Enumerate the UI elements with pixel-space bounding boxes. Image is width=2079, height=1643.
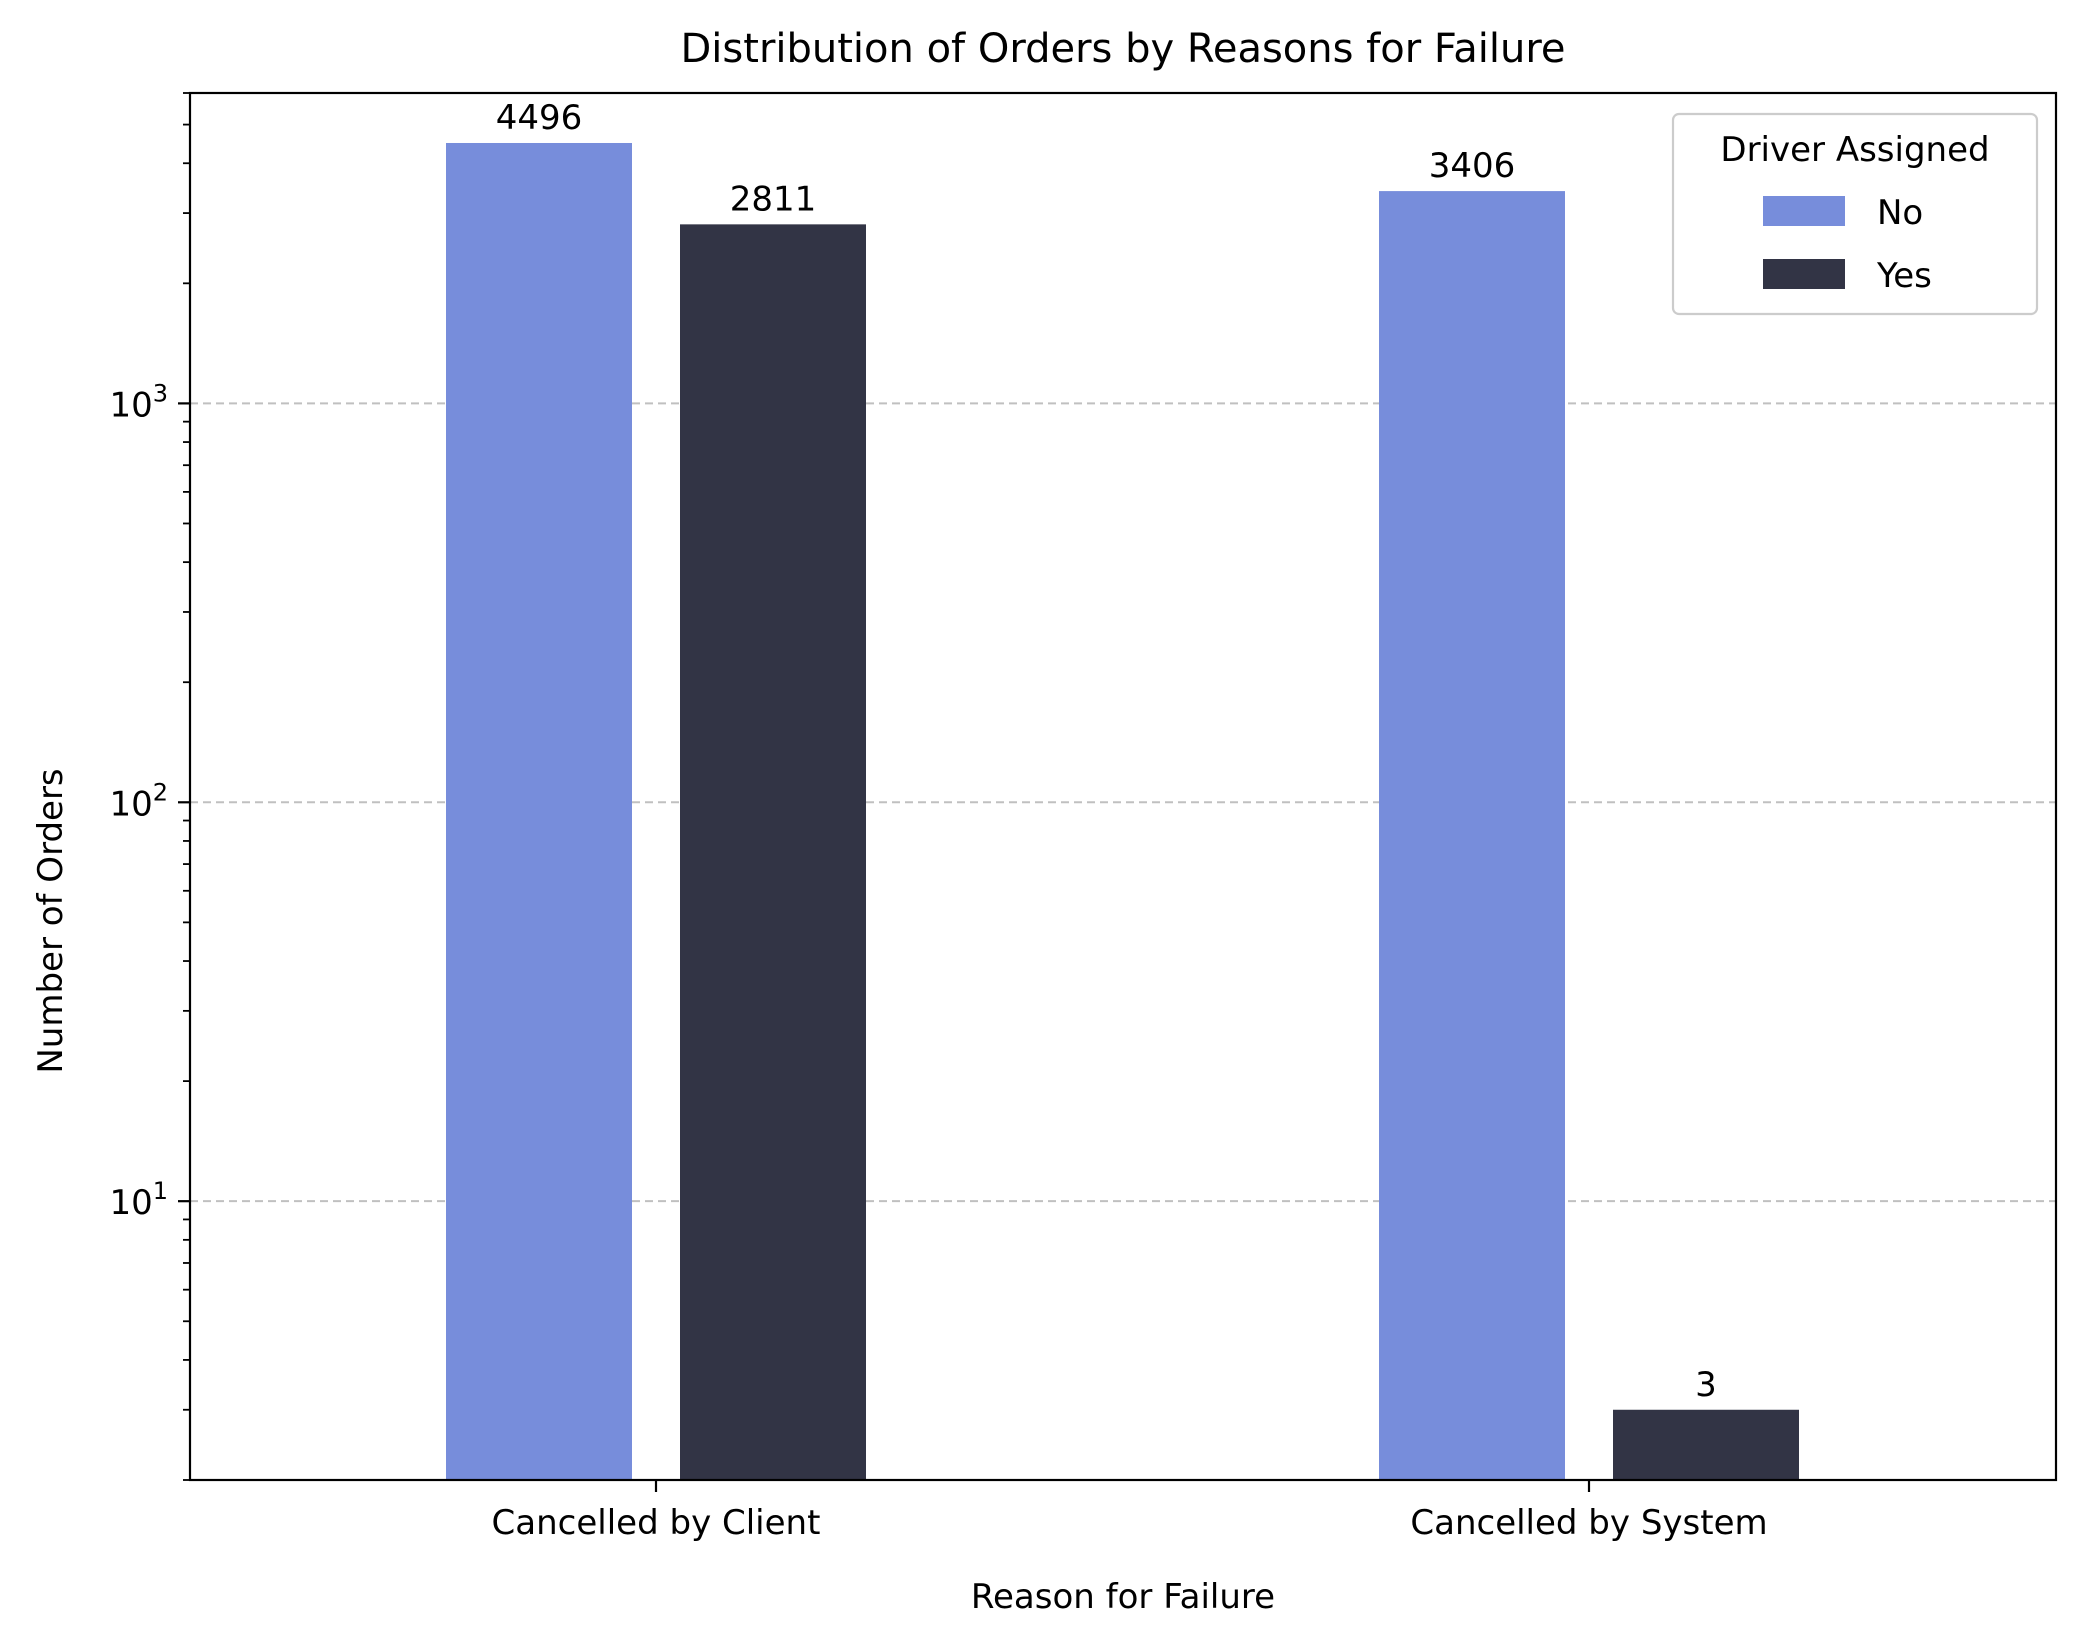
legend-label-yes: Yes [1876,256,1932,296]
legend-label-no: No [1877,193,1923,233]
y-tick-label: 101 [109,1177,168,1223]
bar-data-label: 3 [1695,1365,1717,1405]
chart-title: Distribution of Orders by Reasons for Fa… [681,26,1566,72]
bar-data-label: 2811 [730,179,817,219]
y-axis-label: Number of Orders [31,768,71,1073]
legend-swatch-yes [1763,259,1845,289]
plot-frame [188,91,2058,1482]
bar-yes-2 [1613,1409,1799,1480]
y-tick-label: 103 [109,379,168,425]
bar-data-label: 4496 [496,98,583,138]
x-tick-label: Cancelled by System [1410,1503,1767,1543]
bar-no-2 [1379,191,1565,1481]
bar-data-label: 3406 [1429,146,1516,186]
x-tick-label: Cancelled by Client [492,1503,821,1543]
bars-layer [446,142,1799,1481]
axes-layer: 101 102 103 Cancelled by Client Cancelled by… [109,91,2058,1543]
x-axis-label: Reason for Failure [971,1577,1275,1617]
bar-no-1 [446,142,632,1481]
y-tick-label: 102 [109,778,168,824]
legend: Driver Assigned No Yes [1671,112,2039,316]
legend-title: Driver Assigned [1720,130,1989,170]
data-labels-layer: 4496 3406 2811 3 [496,98,1717,1405]
bar-yes-1 [680,224,866,1481]
legend-swatch-no [1763,196,1845,226]
